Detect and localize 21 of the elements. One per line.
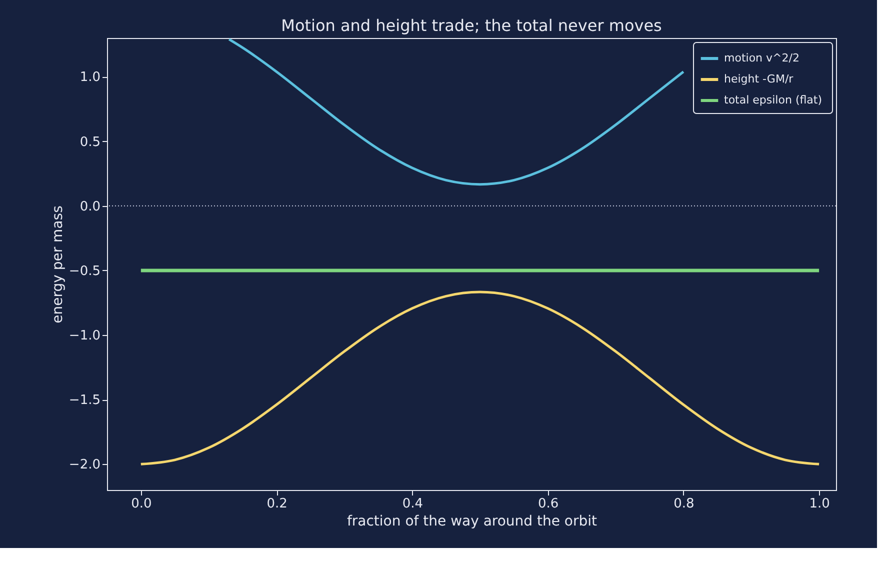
legend-label: height -GM/r bbox=[724, 72, 794, 86]
line-series bbox=[140, 290, 820, 466]
y-tick-label: 0.0 bbox=[80, 199, 100, 214]
legend-label: motion v^2/2 bbox=[724, 52, 800, 64]
x-tick-label: 0.6 bbox=[538, 496, 559, 512]
y-tick-label: 1.0 bbox=[80, 70, 100, 86]
x-tick-label: 0.0 bbox=[131, 496, 152, 512]
y-tick-label: 0.5 bbox=[80, 134, 100, 150]
line-series bbox=[228, 38, 685, 186]
chart-title: Motion and height trade; the total never moves bbox=[281, 16, 662, 35]
legend-label: total epsilon (flat) bbox=[724, 94, 822, 106]
y-tick-label: −1.0 bbox=[68, 328, 100, 344]
y-tick-label: −0.5 bbox=[68, 264, 100, 279]
x-tick-label: 0.2 bbox=[266, 496, 288, 512]
x-tick-label: 0.8 bbox=[674, 496, 694, 512]
y-tick-label: −2.0 bbox=[68, 458, 100, 473]
x-tick-label: 0.4 bbox=[402, 496, 424, 512]
x-axis-title: fraction of the way around the orbit bbox=[346, 514, 598, 530]
y-axis-title: energy per mass bbox=[50, 206, 66, 324]
y-tick-label: −1.5 bbox=[68, 393, 100, 408]
x-tick-label: 1.0 bbox=[809, 496, 830, 512]
